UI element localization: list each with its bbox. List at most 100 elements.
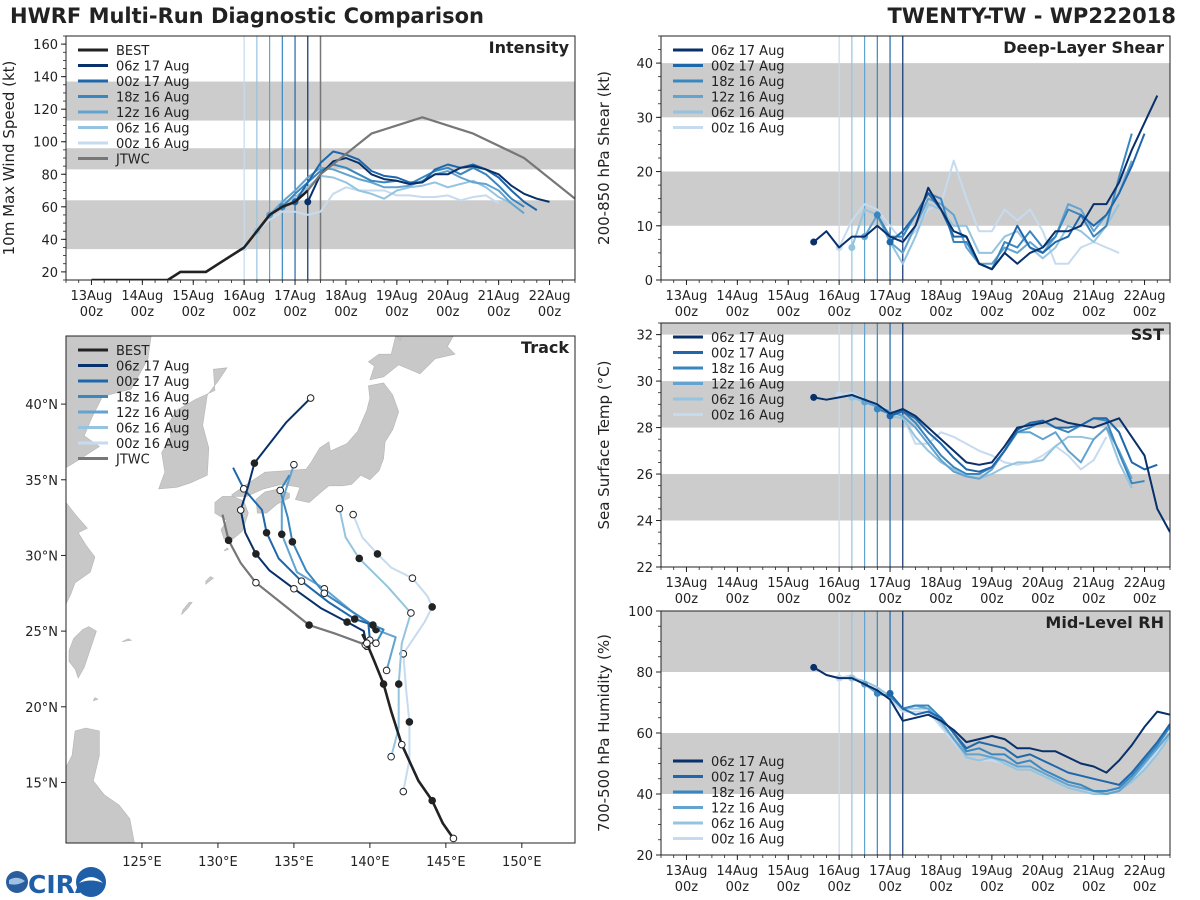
x-tick-label: 150°E [502, 855, 542, 870]
x-tick-label-date: 15Aug [767, 289, 809, 304]
legend-label: 00z 16 Aug [711, 833, 785, 848]
x-tick-label-date: 13Aug [70, 289, 112, 304]
x-tick-label: 130°E [198, 855, 238, 870]
series-line-best [361, 633, 455, 840]
legend-label: 00z 16 Aug [116, 437, 190, 452]
legend-label: BEST [116, 344, 149, 359]
y-tick-label: 140 [33, 71, 58, 86]
y-tick-label: 0 [645, 274, 653, 289]
x-tick-label-hour: 00z [726, 305, 750, 320]
track-point [252, 550, 260, 558]
y-tick-label: 20 [41, 266, 58, 281]
series-start-marker [873, 211, 881, 219]
storm-id-title: TWENTY-TW - WP222018 [887, 4, 1176, 28]
cira-logo: CIRA [6, 867, 106, 899]
series-line-00z-17-aug [232, 467, 371, 641]
track-point [277, 530, 286, 539]
y-tick-label: 20°N [25, 701, 58, 716]
x-tick-label-hour: 00z [1082, 305, 1106, 320]
track-point [350, 615, 359, 623]
series-line-06z-17-aug [306, 157, 550, 203]
x-tick-label-date: 20Aug [1022, 289, 1064, 304]
track-point [399, 787, 408, 796]
series-start-marker [886, 238, 894, 246]
track-point [449, 834, 458, 843]
x-tick-label-hour: 00z [385, 305, 409, 320]
x-tick-label-date: 19Aug [376, 289, 418, 304]
series-line-00z-17-aug [889, 692, 1170, 786]
x-tick-label-date: 21Aug [1073, 864, 1115, 879]
x-tick-label-hour: 00z [726, 880, 750, 895]
y-tick-label: 20 [636, 166, 653, 181]
x-tick-label: 125°E [122, 855, 162, 870]
x-tick-label-hour: 00z [827, 592, 851, 607]
sst-panel: 22242628303213Aug00z14Aug00z15Aug00z16Au… [595, 322, 1171, 607]
y-axis-label: 200-850 hPa Shear (kt) [595, 71, 613, 245]
x-tick-label-date: 14Aug [716, 864, 758, 879]
track-point [408, 574, 417, 582]
legend-label: 12z 16 Aug [116, 406, 190, 421]
y-tick-label: 40 [636, 57, 653, 72]
x-tick-label-hour: 00z [675, 592, 699, 607]
land-honshu [231, 382, 400, 503]
plot-area [66, 36, 575, 280]
x-tick-label-hour: 00z [182, 305, 206, 320]
track-point [297, 577, 306, 585]
land-luzon [66, 727, 135, 843]
legend-label: 18z 16 Aug [711, 362, 785, 377]
x-tick-label-hour: 00z [1031, 880, 1055, 895]
legend-label: 18z 16 Aug [711, 75, 785, 90]
x-tick-label-date: 21Aug [1073, 576, 1115, 591]
x-tick-label-hour: 00z [232, 305, 256, 320]
plot-area [661, 323, 1170, 567]
series-line-00z-16-aug [243, 186, 500, 249]
series-start-marker [873, 405, 881, 413]
globe-swirl-icon [9, 877, 25, 885]
threshold-band [661, 611, 1170, 672]
x-tick-label-date: 16Aug [818, 576, 860, 591]
track-point [394, 680, 403, 688]
x-tick-label-date: 13Aug [665, 864, 707, 879]
land-batanes [92, 697, 99, 702]
track-point [372, 639, 380, 648]
x-tick-label-date: 22Aug [1124, 864, 1166, 879]
x-tick-label-date: 21Aug [1073, 289, 1115, 304]
legend-label: 00z 16 Aug [711, 409, 785, 424]
y-tick-label: 15°N [25, 776, 58, 791]
x-tick-label-date: 15Aug [767, 864, 809, 879]
plot-area [661, 36, 1170, 280]
x-tick-label-hour: 00z [1133, 305, 1157, 320]
y-tick-label: 100 [628, 605, 653, 620]
x-tick-label-date: 19Aug [971, 576, 1013, 591]
plot-background [661, 323, 1170, 567]
land-okinawa [181, 602, 193, 615]
panel-title: Intensity [489, 38, 570, 57]
track-point [405, 718, 414, 726]
series-line-jtwc [221, 514, 366, 646]
x-tick-label-hour: 00z [777, 592, 801, 607]
y-tick-label: 40 [41, 233, 58, 248]
track-point [428, 603, 436, 611]
legend-label: 06z 17 Aug [711, 44, 785, 59]
legend-label: 12z 16 Aug [711, 802, 785, 817]
legend-label: 06z 16 Aug [711, 393, 785, 408]
y-tick-label: 80 [41, 168, 58, 183]
x-tick-label-hour: 00z [538, 305, 562, 320]
legend-label: 18z 16 Aug [711, 786, 785, 801]
y-tick-label: 60 [41, 201, 58, 216]
x-tick-label-hour: 00z [675, 880, 699, 895]
series-line-18z-16-aug [877, 692, 1170, 792]
track-point [288, 538, 297, 546]
legend-label: 06z 17 Aug [116, 360, 190, 375]
x-tick-label-hour: 00z [1133, 880, 1157, 895]
y-axis-label: 700-500 hPa Humidity (%) [595, 634, 613, 832]
y-tick-label: 22 [636, 561, 653, 576]
x-tick-label-date: 14Aug [716, 576, 758, 591]
legend-label: 00z 17 Aug [711, 771, 785, 786]
legend-label: 00z 16 Aug [116, 137, 190, 152]
track-point [397, 740, 406, 749]
series-start-marker [810, 393, 818, 401]
series-line-06z-17-aug [813, 95, 1159, 271]
x-tick-label-date: 20Aug [1022, 576, 1064, 591]
track-point [306, 394, 315, 402]
